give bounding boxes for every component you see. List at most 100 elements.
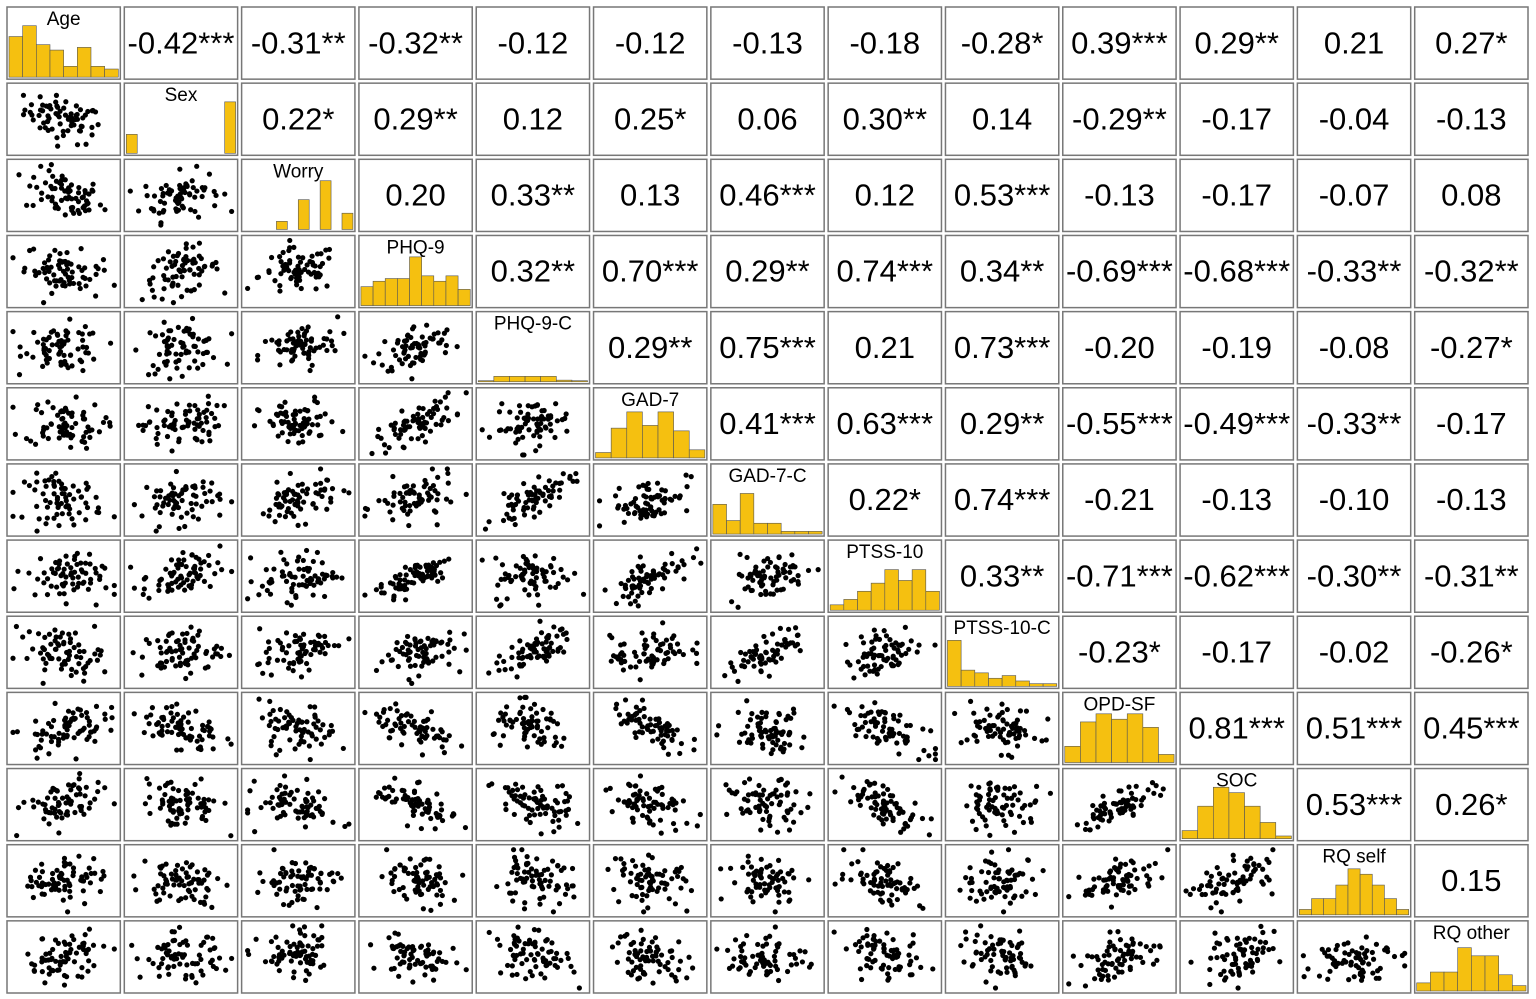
histogram-bar: [794, 531, 809, 535]
scatter-point: [83, 283, 89, 289]
scatter-point: [34, 479, 40, 485]
scatter-point: [646, 795, 653, 801]
scatter-point: [191, 876, 197, 882]
correlation-label: 0.33**: [960, 558, 1044, 593]
scatter-point: [284, 885, 290, 891]
scatter-point: [1221, 881, 1227, 887]
scatter-point: [64, 502, 70, 509]
scatter-point: [1204, 870, 1210, 876]
scatter-point: [423, 646, 429, 652]
cell-border: [710, 387, 825, 461]
scatter-point: [310, 501, 316, 507]
scatter-point: [173, 468, 179, 475]
scatter-point: [207, 728, 213, 734]
histogram-bar: [1259, 822, 1277, 839]
scatter-point: [340, 745, 346, 752]
scatter-point: [37, 650, 44, 656]
scatter-point: [1000, 718, 1006, 724]
histogram-bar: [808, 531, 823, 535]
histogram-bar: [104, 68, 119, 78]
scatter-point: [376, 351, 382, 357]
scatter-point: [1100, 793, 1106, 799]
scatter-point: [37, 556, 44, 562]
scatter-point: [157, 509, 163, 516]
histogram-bar: [974, 672, 989, 687]
scatter-point: [438, 640, 444, 646]
scatter-point: [632, 598, 638, 604]
scatter-point: [403, 572, 409, 578]
scatter-point: [419, 433, 425, 439]
scatter-point: [300, 573, 306, 579]
variable-label: Worry: [273, 161, 324, 182]
scatter-point: [67, 861, 73, 867]
scatter-point: [207, 583, 213, 590]
scatter-point: [82, 323, 88, 330]
scatter-point: [151, 193, 158, 199]
scatter-point: [201, 796, 207, 802]
scatter-point: [386, 784, 392, 790]
cell-border: [1062, 767, 1177, 842]
scatter-point: [409, 376, 415, 382]
scatter-point: [1004, 795, 1010, 801]
scatter-point: [108, 727, 114, 733]
scatter-point: [482, 526, 489, 532]
histogram-bar: [1213, 786, 1230, 839]
scatter-point: [302, 824, 309, 830]
scatter-point: [437, 887, 444, 894]
scatter-point: [1118, 806, 1125, 812]
scatter-point: [141, 586, 147, 592]
scatter-point: [166, 187, 172, 193]
scatter-point: [860, 847, 866, 853]
scatter-point: [758, 856, 764, 862]
scatter-point: [50, 405, 56, 411]
scatter-point: [399, 644, 406, 651]
scatter-point: [56, 278, 63, 284]
scatter-point: [1005, 847, 1012, 853]
scatter-point: [412, 416, 418, 422]
scatter-point: [169, 425, 176, 431]
scatter-point: [279, 430, 285, 436]
scatter-point: [52, 806, 58, 812]
scatter-point: [888, 883, 894, 889]
scatter-point: [79, 438, 86, 445]
scatter-point: [59, 662, 65, 668]
scatter-point: [156, 582, 162, 588]
scatter-point: [1115, 869, 1122, 875]
scatter-point: [414, 569, 420, 575]
scatter-point: [50, 570, 57, 576]
cell-border: [358, 539, 473, 613]
scatter-point: [441, 414, 447, 421]
scatter-point: [633, 664, 639, 670]
scatter-point: [392, 420, 398, 426]
scatter-point: [95, 505, 102, 511]
scatter-point: [10, 489, 16, 495]
correlation-label: 0.25*: [614, 101, 686, 136]
scatter-point: [139, 672, 145, 678]
scatter-point: [156, 785, 163, 791]
scatter-point: [742, 651, 749, 657]
scatter-point: [510, 507, 516, 513]
scatter-point: [789, 552, 795, 558]
scatter-point: [183, 245, 189, 251]
scatter-point: [191, 638, 197, 644]
scatter-point: [1019, 805, 1026, 811]
scatter-point: [500, 517, 507, 524]
scatter-point: [81, 725, 87, 731]
scatter-point: [60, 132, 66, 139]
cell-border: [6, 539, 122, 613]
cell-border: [592, 691, 708, 766]
cell-border: [1296, 6, 1412, 80]
scatter-point: [549, 805, 555, 811]
correlation-label: -0.33**: [1307, 406, 1402, 441]
scatter-point: [639, 897, 645, 903]
scatter-point: [903, 722, 910, 729]
scatter-point: [31, 246, 37, 252]
scatter-point: [615, 797, 621, 803]
scatter-point: [161, 890, 167, 896]
scatter-point: [206, 870, 212, 876]
scatter-point: [797, 648, 803, 654]
scatter-point: [170, 809, 176, 815]
scatter-point: [514, 674, 520, 680]
histogram-bar: [22, 25, 37, 78]
scatter-point: [1005, 752, 1012, 758]
